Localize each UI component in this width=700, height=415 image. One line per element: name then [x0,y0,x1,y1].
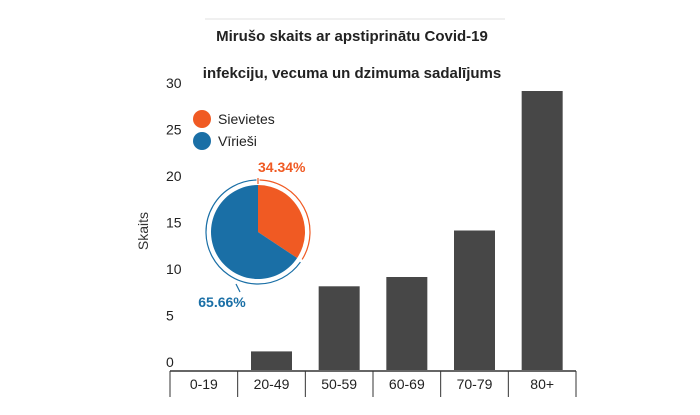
y-axis-label: Skaits [135,212,151,250]
inset-pie: 34.34% 65.66% [198,159,311,310]
chart-title-line-2: infekciju, vecuma un dzimuma sadalījums [203,65,501,82]
x-tick-label: 0-19 [190,376,218,392]
y-tick-label: 15 [166,215,182,231]
pie-label-Vīrieši: 65.66% [198,294,246,310]
pie-bracket [205,179,301,285]
x-tick-label: 20-49 [254,376,290,392]
x-tick-label: 60-69 [389,376,425,392]
legend-label-Vīrieši: Vīrieši [218,133,257,149]
bar-80+ [521,91,563,370]
pie-slice-Sievietes [258,185,305,259]
y-tick-label: 30 [166,75,182,91]
legend-label-Sievietes: Sievietes [218,111,275,127]
x-tick-label: 50-59 [321,376,357,392]
bars-group [251,91,563,370]
y-tick-label: 5 [166,308,174,324]
chart-title-line-1: Mirušo skaits ar apstiprinātu Covid-19 [216,28,488,45]
x-tick-label: 80+ [530,376,554,392]
legend-swatch-Sievietes [193,110,211,128]
y-tick-label: 0 [166,354,174,370]
y-axis-ticks: 0 5 10 15 20 25 30 [166,75,182,370]
y-tick-label: 20 [166,168,182,184]
pie-leader-line [235,283,241,293]
bar-60-69 [386,277,428,370]
x-axis: 0-19 20-49 50-59 60-69 70-79 80+ [169,370,577,397]
x-tick-label: 70-79 [457,376,493,392]
bar-70-79 [454,230,495,370]
pie-legend: Sievietes Vīrieši [193,110,275,150]
legend-swatch-Vīrieši [193,132,211,150]
pie-label-Sievietes: 34.34% [258,159,306,175]
pie-bracket [259,179,311,260]
bar-50-59 [318,286,360,370]
pie-slice-Vīrieši [210,185,298,279]
y-tick-label: 25 [166,122,182,138]
bar-20-49 [251,351,292,370]
y-tick-label: 10 [166,261,182,277]
